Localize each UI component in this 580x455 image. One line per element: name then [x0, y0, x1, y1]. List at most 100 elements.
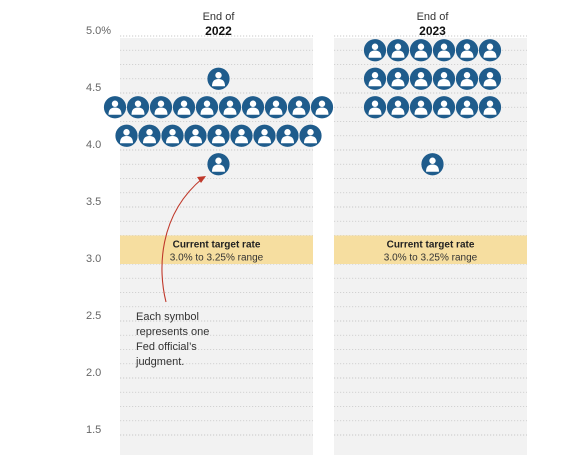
person-icon — [409, 96, 433, 119]
dot-body — [426, 164, 439, 172]
dot-head — [123, 129, 130, 136]
person-icon — [218, 96, 242, 119]
dot-head — [417, 100, 425, 107]
y-tick-label: 4.0 — [86, 139, 101, 151]
dot-head — [146, 129, 153, 136]
dot-head — [272, 100, 280, 107]
dot-head — [215, 72, 222, 79]
dot-ring — [207, 153, 230, 176]
dot-body — [391, 107, 405, 115]
dot-ring — [276, 124, 299, 147]
y-axis: 5.0% 4.5 4.0 3.5 3.0 2.5 2.0 1.5 — [86, 25, 111, 436]
y-tick-label: 2.0 — [86, 367, 101, 379]
person-icon — [126, 96, 150, 119]
dot-head — [169, 129, 176, 136]
dot-ring — [455, 67, 479, 90]
dot-head — [463, 100, 471, 107]
dot-body — [368, 79, 382, 87]
dot-body — [437, 79, 451, 87]
dot-ring — [478, 39, 502, 62]
person-icon — [455, 67, 479, 90]
person-icon — [230, 124, 253, 147]
dot-head — [486, 100, 494, 107]
dot-ring — [363, 67, 387, 90]
person-icon — [287, 96, 311, 119]
dot-body — [212, 164, 225, 172]
dot-head — [486, 72, 494, 79]
dot-head — [394, 72, 402, 79]
dot-body — [212, 79, 225, 87]
column-header-prefix: End of — [417, 11, 450, 23]
dot-body — [189, 136, 202, 144]
dot-body — [437, 107, 451, 115]
dot-head — [394, 100, 402, 107]
dot-head — [371, 72, 379, 79]
dot-ring — [195, 96, 219, 119]
dot-body — [391, 50, 405, 58]
dot-ring — [126, 96, 150, 119]
dot-head — [394, 43, 402, 50]
dot-ring — [241, 96, 265, 119]
dot-head — [203, 100, 211, 107]
dot-ring — [253, 124, 276, 147]
dot-body — [460, 79, 474, 87]
dot-ring — [138, 124, 161, 147]
dot-ring — [299, 124, 322, 147]
dot-head — [111, 100, 119, 107]
dot-body — [304, 136, 317, 144]
dot-ring — [478, 67, 502, 90]
dot-ring — [172, 96, 196, 119]
dot-ring — [478, 96, 502, 119]
person-icon — [138, 124, 161, 147]
person-icon — [455, 96, 479, 119]
dot-ring — [421, 153, 444, 176]
dot-body — [143, 136, 156, 144]
dot-body — [235, 136, 248, 144]
dot-ring — [455, 96, 479, 119]
target-band-range: 3.0% to 3.25% range — [170, 253, 264, 264]
dot-ring — [432, 67, 456, 90]
dot-body — [483, 107, 497, 115]
dot-body — [269, 107, 283, 115]
column-header-year: 2023 — [419, 24, 446, 38]
target-band-1 — [120, 235, 313, 264]
person-icon — [241, 96, 265, 119]
dot-head — [440, 43, 448, 50]
dot-head — [295, 100, 303, 107]
person-icon — [478, 96, 502, 119]
y-tick-label: 2.5 — [86, 310, 101, 322]
dot-ring — [230, 124, 253, 147]
annotation-arrowhead — [197, 176, 206, 183]
dot-head — [307, 129, 314, 136]
dot-ring — [455, 39, 479, 62]
person-icon — [207, 153, 230, 176]
dot-head — [440, 100, 448, 107]
person-icon — [421, 153, 444, 176]
dot-ring — [409, 39, 433, 62]
person-icon — [363, 39, 387, 62]
dot-body — [166, 136, 179, 144]
dot-ring — [207, 124, 230, 147]
person-icon — [299, 124, 322, 147]
person-icon — [432, 96, 456, 119]
target-band-title: Current target rate — [387, 240, 475, 251]
dot-body — [120, 136, 133, 144]
dot-ring — [287, 96, 311, 119]
y-tick-label: 5.0% — [86, 25, 111, 37]
dot-body — [414, 50, 428, 58]
person-icon — [386, 67, 410, 90]
dot-head — [371, 43, 379, 50]
target-band-2 — [334, 235, 527, 264]
dot-ring — [363, 96, 387, 119]
person-icon — [432, 39, 456, 62]
dot-ring — [432, 96, 456, 119]
dot-body — [154, 107, 168, 115]
person-icon — [103, 96, 127, 119]
person-icon — [386, 39, 410, 62]
dot-body — [223, 107, 237, 115]
dot-head — [192, 129, 199, 136]
dot-body — [483, 79, 497, 87]
dot-body — [108, 107, 122, 115]
